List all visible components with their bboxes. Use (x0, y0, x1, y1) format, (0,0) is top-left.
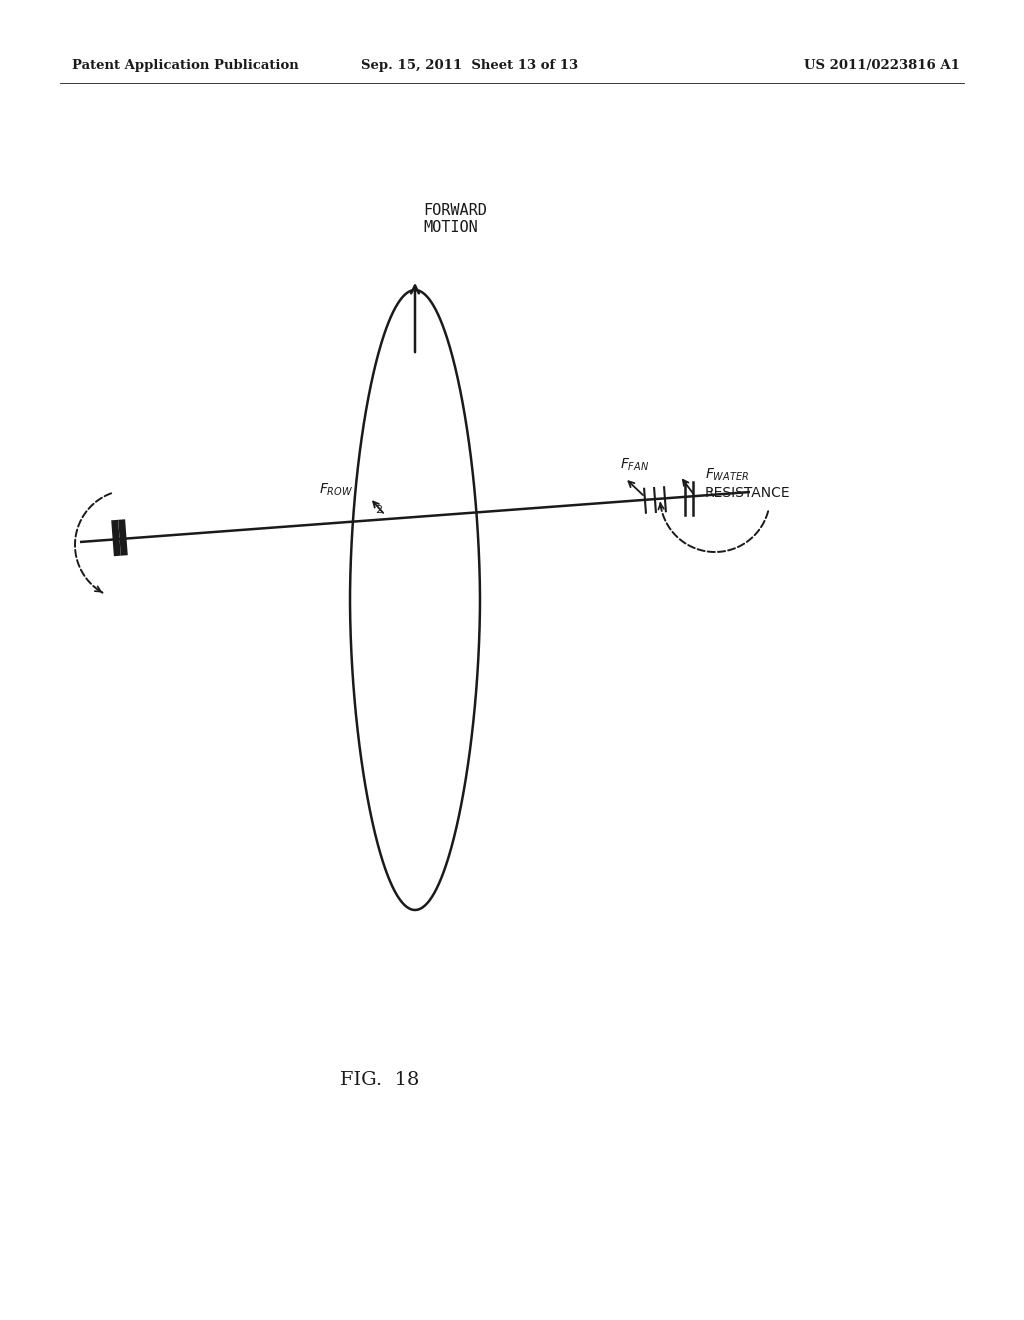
Text: $\mathit{F}_{FAN}$: $\mathit{F}_{FAN}$ (620, 457, 649, 473)
Text: Sep. 15, 2011  Sheet 13 of 13: Sep. 15, 2011 Sheet 13 of 13 (361, 58, 579, 71)
Text: 2: 2 (375, 506, 382, 515)
Text: $\mathit{F}_{ROW}$: $\mathit{F}_{ROW}$ (318, 482, 353, 498)
Text: US 2011/0223816 A1: US 2011/0223816 A1 (804, 58, 961, 71)
Text: $\mathit{F}_{WATER}$
RESISTANCE: $\mathit{F}_{WATER}$ RESISTANCE (705, 466, 791, 500)
Text: Patent Application Publication: Patent Application Publication (72, 58, 299, 71)
Text: FORWARD
MOTION: FORWARD MOTION (423, 203, 486, 235)
Text: FIG.  18: FIG. 18 (340, 1071, 420, 1089)
